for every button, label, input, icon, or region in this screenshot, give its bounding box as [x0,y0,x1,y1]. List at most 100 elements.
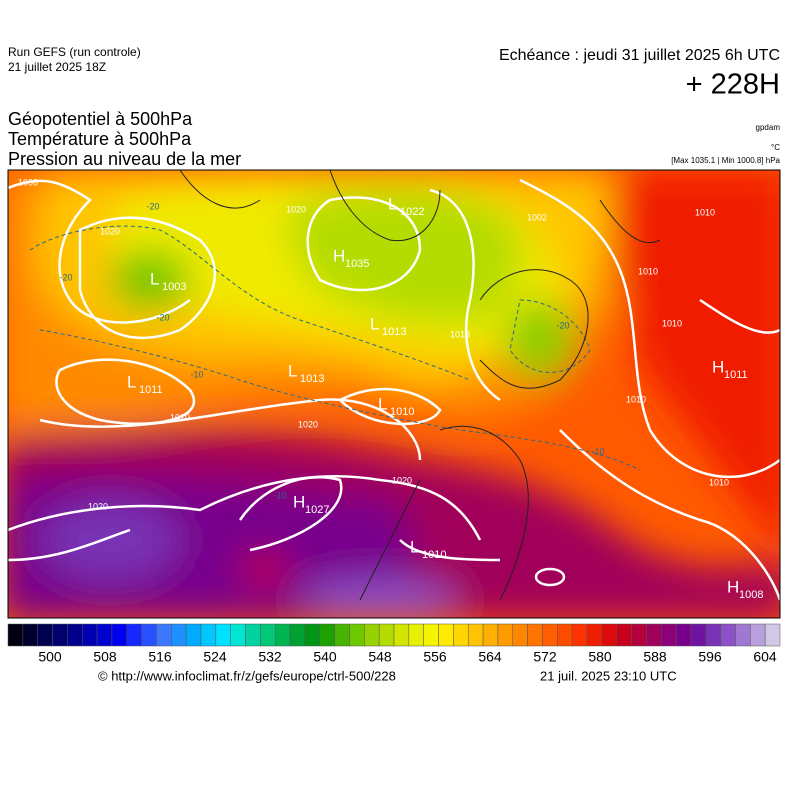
colorbar-label: 516 [148,649,172,665]
colorbar-cell [527,623,543,647]
center-letter: L [370,314,379,333]
center-value: 1013 [300,373,324,385]
center-letter: H [727,577,739,596]
title-temperature: Température à 500hPa [8,129,192,149]
colorbar-cell [571,623,588,647]
unit-temperature: °C [771,143,780,152]
center-value: 1035 [345,258,369,270]
colorbar-cell [735,623,751,647]
colorbar-cell [601,623,617,647]
colorbar-cell [319,623,335,647]
temperature-label: -20 [146,201,159,211]
center-letter: L [150,269,159,288]
colorbar-cell [230,623,246,647]
isobar-label: 1008 [18,177,38,187]
pressure-center: L 1011 [127,372,163,395]
isobar-label: 1002 [527,212,547,222]
colorbar-cell [185,623,202,647]
isobar-label: 1010 [695,207,715,217]
colorbar-cell [245,623,261,647]
colorbar-cell [512,623,528,647]
pressure-center: H 1008 [727,577,763,600]
center-value: 1011 [724,369,748,381]
colorbar-label: 604 [753,649,777,665]
colorbar-cell [586,623,603,647]
pressure-center: L 1013 [370,314,406,337]
center-value: 1022 [400,206,424,218]
isobar-label: 1010 [662,318,682,328]
colorbar-cell [304,623,321,647]
colorbar-label: 508 [93,649,117,665]
center-letter: L [378,394,387,413]
colorbar-cell [200,623,217,647]
colorbar-cell [67,623,83,647]
pressure-center: L 1022 [388,194,424,217]
colorbar-cell [364,623,380,647]
pressure-center: L 1010 [378,394,414,417]
colorbar-cell [289,623,306,647]
colorbar-label: 548 [368,649,392,665]
colorbar-cell [156,623,172,647]
temperature-label: -20 [59,272,72,282]
run-date: 21 juillet 2025 18Z [8,60,106,74]
colorbar-label: 596 [698,649,722,665]
colorbar-cell [616,623,632,647]
colorbar-cell [631,623,647,647]
center-value: 1013 [382,326,406,338]
colorbar-cell [423,623,439,647]
isobar-label: 1020 [392,475,412,485]
pressure-center: L 1013 [288,361,324,384]
temperature-label: -20 [156,312,169,322]
colorbar-cell [81,623,98,647]
unit-pressure: [Max 1035.1 | Min 1000.8] hPa [671,156,780,165]
colorbar-label: 532 [258,649,282,665]
unit-geopotential: gpdam [756,123,781,132]
isobar-label: 1020 [100,226,120,236]
colorbar-cell [37,623,53,647]
center-letter: L [388,194,397,213]
colorbar-cell [141,623,157,647]
colorbar-cell [453,623,469,647]
pressure-center: H 1011 [712,357,748,380]
temperature-label: -20 [556,320,569,330]
isotherms [29,225,641,471]
colorbar-cell [171,623,187,647]
center-value: 1011 [139,384,163,396]
colorbar-cell [750,623,766,647]
colorbar-label: 556 [423,649,447,665]
temperature-label: -10 [591,446,604,456]
colorbar-cell [497,623,514,647]
colorbar-cell [467,623,484,647]
center-letter: H [293,492,305,511]
lead-time: + 228H [686,69,780,101]
colorbar-cell [274,623,291,647]
isobar-label: 1020 [88,501,108,511]
isobar-label: 1010 [626,394,646,404]
colorbar-cell [378,623,395,647]
colorbar-cell [720,623,736,647]
map [8,170,780,618]
colorbar-cell [349,623,365,647]
pressure-center: L 1010 [410,537,446,560]
colorbar-cell [482,623,499,647]
isobar-label: 1010 [709,477,729,487]
colorbar-label: 524 [203,649,227,665]
colorbar-label: 540 [313,649,337,665]
center-letter: L [127,372,136,391]
pressure-center: H 1027 [293,492,329,515]
coastlines [179,170,661,601]
isobar-label: 1020 [298,419,318,429]
center-letter: H [333,246,345,265]
colorbar-cell [334,623,350,647]
colorbar-cell [52,623,68,647]
map-frame [7,169,781,619]
colorbar-cell [7,623,24,647]
center-value: 1008 [739,589,763,601]
valid-time: Echéance : jeudi 31 juillet 2025 6h UTC [499,47,780,64]
colorbar-label: 572 [533,649,557,665]
center-letter: H [712,357,724,376]
colorbar-label: 588 [643,649,667,665]
isobar-label: 1010 [450,329,470,339]
center-letter: L [410,537,419,556]
colorbar-cell [438,623,454,647]
